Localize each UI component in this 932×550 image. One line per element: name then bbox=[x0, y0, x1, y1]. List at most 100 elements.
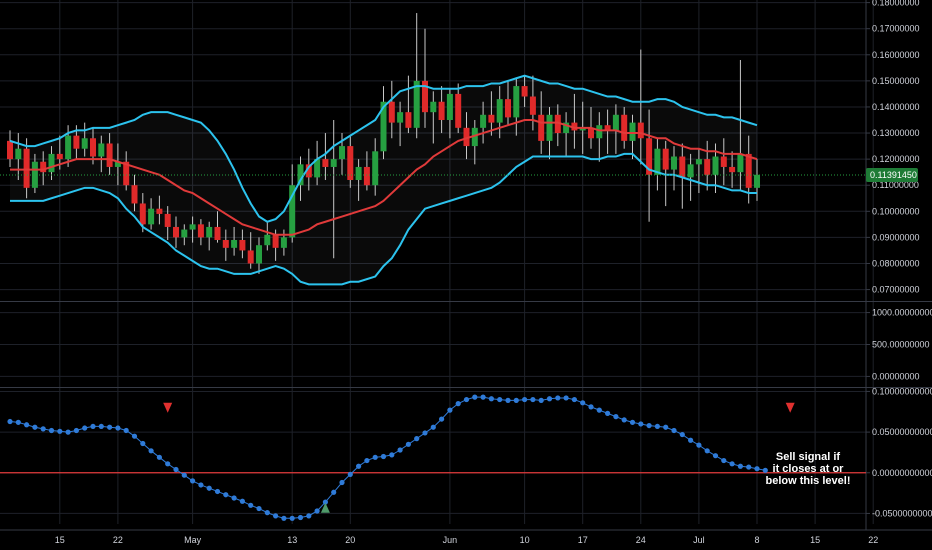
oscillator-point bbox=[65, 429, 71, 435]
time-axis-label: 20 bbox=[345, 535, 355, 545]
oscillator-point bbox=[654, 423, 661, 430]
oscillator-point bbox=[463, 396, 470, 403]
oscillator-point bbox=[165, 461, 171, 467]
oscillator-point bbox=[439, 416, 445, 422]
oscillator-point bbox=[679, 431, 685, 438]
candle-down bbox=[56, 153, 63, 160]
candle-down bbox=[604, 125, 611, 131]
candle-up bbox=[654, 148, 661, 175]
candle-down bbox=[40, 161, 47, 173]
candle-down bbox=[139, 203, 146, 225]
oscillator-point bbox=[140, 440, 146, 447]
oscillator-point bbox=[414, 436, 420, 442]
candle-up bbox=[629, 122, 636, 141]
oscillator-point bbox=[538, 397, 544, 403]
oscillator-point bbox=[347, 471, 353, 477]
oscillator-point bbox=[32, 424, 38, 430]
candle-up bbox=[15, 148, 22, 160]
bollinger-upper-line bbox=[9, 74, 758, 223]
time-axis-label: 17 bbox=[578, 535, 588, 545]
oscillator-point bbox=[24, 422, 30, 428]
candle-up bbox=[98, 143, 105, 157]
candle-up bbox=[264, 234, 271, 246]
candle-down bbox=[156, 208, 163, 214]
candle-down bbox=[214, 226, 221, 240]
oscillator-point bbox=[721, 457, 727, 464]
candle-up bbox=[513, 86, 520, 118]
time-axis-label: Jun bbox=[443, 535, 458, 545]
axis-tick-label: 0.14000000 bbox=[872, 102, 920, 112]
oscillator-point bbox=[596, 407, 602, 413]
axis-tick-label: 0.09000000 bbox=[872, 232, 920, 242]
oscillator-point bbox=[505, 397, 511, 403]
oscillator-point bbox=[646, 422, 652, 429]
price-axis[interactable]: 0.07000000 0.08000000 0.09000000 0.10000000… bbox=[866, 0, 932, 518]
candle-up bbox=[546, 114, 553, 141]
oscillator-point bbox=[306, 513, 312, 519]
candle-up bbox=[471, 127, 478, 147]
oscillator-point bbox=[264, 510, 270, 516]
candle-down bbox=[571, 122, 578, 131]
candle-up bbox=[712, 156, 719, 175]
candle-down bbox=[554, 114, 561, 134]
candle-down bbox=[729, 166, 736, 173]
oscillator-point bbox=[281, 515, 287, 521]
oscillator-point bbox=[555, 395, 561, 401]
time-axis-label: 24 bbox=[636, 535, 646, 545]
oscillator-point bbox=[223, 492, 229, 498]
oscillator-point bbox=[729, 461, 735, 467]
candle-down bbox=[588, 127, 594, 139]
chart-grid bbox=[0, 0, 874, 524]
oscillator-point bbox=[754, 466, 760, 472]
time-axis-label: 22 bbox=[868, 535, 878, 545]
oscillator-point bbox=[214, 488, 221, 495]
candle-down bbox=[322, 159, 329, 167]
oscillator-point bbox=[107, 424, 113, 430]
candle-down bbox=[106, 143, 113, 167]
candle-down bbox=[438, 101, 445, 120]
candle-down bbox=[197, 224, 204, 238]
axis-tick-label: -0.05000000000 bbox=[872, 508, 932, 518]
candle-up bbox=[563, 122, 570, 134]
last-price-background bbox=[866, 168, 918, 183]
candle-up bbox=[380, 101, 387, 152]
time-axis-label: Jul bbox=[693, 535, 705, 545]
candle-up bbox=[189, 224, 196, 230]
oscillator-point bbox=[746, 464, 752, 470]
candle-down bbox=[455, 93, 462, 128]
oscillator-point bbox=[206, 485, 212, 491]
oscillator-point bbox=[239, 498, 245, 504]
time-axis-label: May bbox=[184, 535, 202, 545]
oscillator-point bbox=[571, 396, 578, 403]
oscillator-point bbox=[156, 454, 162, 460]
oscillator-point bbox=[671, 427, 677, 434]
oscillator-point bbox=[73, 427, 79, 434]
candle-up bbox=[579, 127, 586, 131]
candle-up bbox=[148, 208, 155, 225]
candle-up bbox=[430, 101, 437, 113]
candle-up bbox=[687, 164, 694, 178]
candle-up bbox=[695, 159, 702, 165]
oscillator-point bbox=[663, 424, 669, 430]
oscillator-point bbox=[173, 466, 179, 473]
annotation-line-3: below this level! bbox=[766, 475, 851, 487]
sell-signal-marker bbox=[785, 402, 795, 413]
time-axis[interactable]: 15 22 May 13 20 Jun 10 17 24 Jul 8 15 22 bbox=[55, 535, 878, 545]
candle-down bbox=[538, 114, 545, 141]
axis-tick-label: 0.10000000 bbox=[872, 206, 920, 216]
oscillator-point bbox=[123, 427, 129, 434]
candle-down bbox=[637, 122, 644, 139]
candle-up bbox=[114, 161, 121, 167]
sell-signal-annotation: Sell signal if it closes at or below thi… bbox=[766, 451, 851, 487]
candle-up bbox=[289, 185, 296, 238]
axis-tick-label: 0.07000000 bbox=[872, 285, 920, 295]
candle-down bbox=[347, 146, 354, 180]
oscillator-point bbox=[380, 453, 387, 460]
oscillator-point bbox=[737, 463, 744, 469]
oscillator-point bbox=[90, 423, 96, 430]
oscillator-point bbox=[513, 397, 519, 403]
time-axis-label: 22 bbox=[113, 535, 123, 545]
candle-down bbox=[90, 138, 96, 157]
oscillator-point bbox=[588, 404, 594, 410]
